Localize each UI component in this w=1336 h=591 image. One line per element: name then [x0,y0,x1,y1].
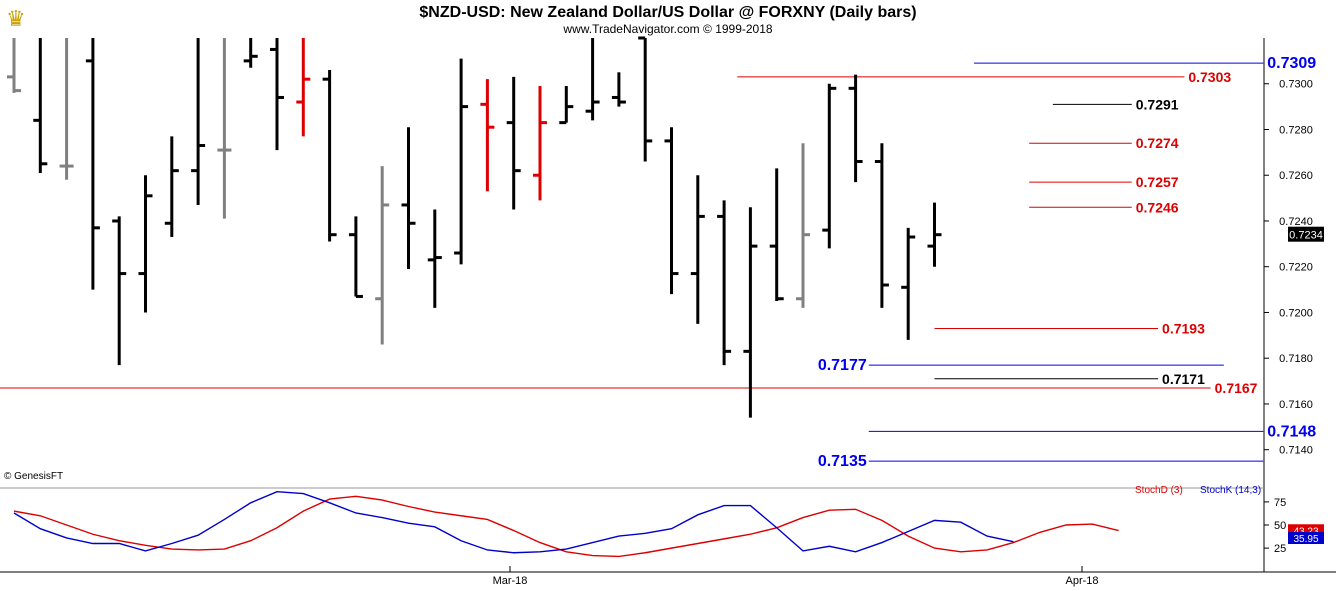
ohlc-bar [480,79,495,192]
ohlc-bar [270,38,284,151]
price-panel: 0.7300 0.7280 0.7260 0.7240 0.7220 0.7200 0.71… [0,36,1324,572]
watermark: © GenesisFT [4,471,63,482]
ohlc-bar [33,38,48,173]
level-label: 0.7167 [1215,380,1258,396]
last-price-box [1288,226,1324,242]
y-tick-label: 0.7160 [1279,399,1313,411]
level-label: 0.7257 [1136,174,1179,190]
ohlc-bar [822,83,837,249]
ohlc-bar [874,143,889,308]
stochd-value: 43.23 [1293,526,1318,537]
level-label: 0.7246 [1136,199,1179,215]
ohlc-bar [796,143,810,308]
ohlc-bar [348,216,363,298]
last-price-label: 0.7234 [1289,230,1323,242]
stoch-tick-label: 75 [1274,497,1286,509]
x-tick-label: Apr-18 [1065,575,1098,587]
ohlc-bar [927,202,942,267]
logo: ♛ [6,6,26,31]
legend-stochk: StochK (14,3) [1200,485,1261,496]
ohlc-bar [138,175,153,313]
level-label: 0.7309 [1267,55,1316,72]
stochk-value: 35.95 [1293,534,1318,545]
ohlc-bar [454,58,469,265]
ohlc-bar [664,127,679,295]
x-tick-label: Mar-18 [493,575,528,587]
ohlc-bar [296,38,311,137]
ohlc-bar [559,86,574,125]
stoch-series-line [13,490,1014,554]
ohlc-bar [585,38,600,121]
ohlc-bar [375,166,390,345]
level-label: 0.7135 [818,453,867,470]
ohlc-bar [690,175,705,324]
ohlc-bar [638,36,653,162]
ohlc-bar [901,227,916,340]
y-tick-label: 0.7280 [1279,124,1313,136]
ohlc-bar [743,207,758,418]
ohlc-bar [59,38,74,180]
level-label: 0.7291 [1136,96,1179,112]
chart-subtitle: www.TradeNavigator.com © 1999-2018 [562,22,772,36]
ohlc-bar [611,72,626,107]
ohlc-bar [112,216,127,366]
trophy-icon: ♛ [6,6,26,31]
y-tick-label: 0.7240 [1279,216,1313,228]
ohlc-bar [243,38,258,68]
ohlc-bar [191,38,206,205]
stoch-series-line [13,495,1119,558]
stochk-value-box [1288,531,1324,544]
x-axis: Mar-18 Apr-18 [0,566,1336,587]
level-label: 0.7303 [1188,69,1231,85]
ohlc-bar [427,209,442,308]
ohlc-bar [848,74,863,183]
legend-stochd: StochD (3) [1135,485,1183,496]
stoch-tick-label: 25 [1274,543,1286,555]
level-label: 0.7171 [1162,371,1205,387]
level-label: 0.7274 [1136,135,1179,151]
ohlc-bar [533,86,547,201]
ohlc-bar [717,200,732,366]
level-label: 0.7193 [1162,320,1205,336]
ohlc-bar [217,38,232,219]
stoch-tick-label: 50 [1274,520,1286,532]
ohlc-bar [506,76,521,210]
y-tick-label: 0.7300 [1279,79,1313,91]
ohlc-bar [85,38,100,290]
y-tick-label: 0.7260 [1279,170,1313,182]
y-tick-label: 0.7140 [1279,445,1313,457]
level-label: 0.7148 [1267,423,1316,440]
y-tick-label: 0.7220 [1279,262,1313,274]
ohlc-bar [7,38,21,93]
y-tick-label: 0.7180 [1279,353,1313,365]
ohlc-bar [401,127,416,270]
y-tick-label: 0.7200 [1279,307,1313,319]
ohlc-bar [164,136,179,237]
ohlc-bar [769,168,784,302]
level-label: 0.7177 [818,357,867,374]
chart-title: $NZD-USD: New Zealand Dollar/US Dollar @… [419,4,916,21]
ohlc-bar [322,70,337,242]
